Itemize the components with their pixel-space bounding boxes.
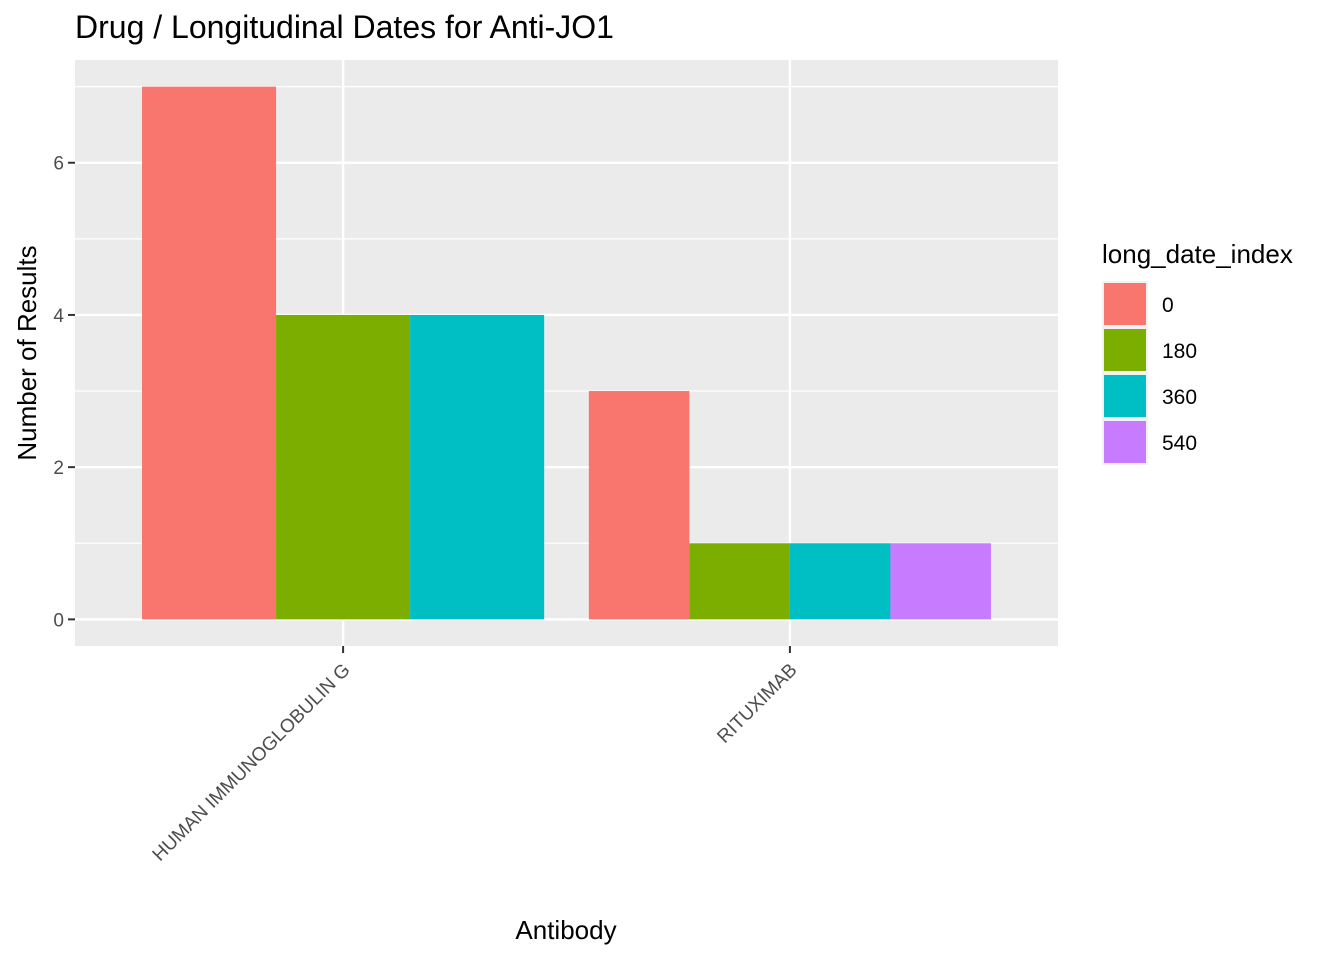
bar — [689, 543, 790, 619]
legend: long_date_index 0 180 360 540 — [1102, 239, 1293, 465]
bar — [276, 315, 410, 619]
x-axis-title: Antibody — [515, 915, 616, 945]
x-tick-label: HUMAN IMMUNOGLOBULIN G — [149, 660, 355, 866]
y-tick-label: 4 — [53, 306, 64, 327]
bar — [589, 391, 690, 619]
y-tick-label: 6 — [53, 154, 64, 175]
legend-label: 0 — [1162, 294, 1174, 317]
bar — [410, 315, 544, 619]
legend-label: 360 — [1162, 386, 1197, 409]
x-tick-label: RITUXIMAB — [713, 660, 801, 748]
legend-label: 540 — [1162, 432, 1197, 455]
legend-label: 180 — [1162, 340, 1197, 363]
legend-swatch — [1104, 329, 1146, 371]
legend-swatch — [1104, 375, 1146, 417]
x-axis: HUMAN IMMUNOGLOBULIN G RITUXIMAB — [149, 646, 802, 866]
chart-title: Drug / Longitudinal Dates for Anti-JO1 — [75, 9, 614, 45]
bar — [790, 543, 891, 619]
legend-title: long_date_index — [1102, 239, 1293, 269]
legend-swatch — [1104, 421, 1146, 463]
y-axis-title: Number of Results — [12, 245, 42, 460]
y-tick-label: 2 — [53, 458, 64, 479]
bar — [890, 543, 991, 619]
y-tick-label: 0 — [53, 610, 64, 631]
y-axis: 0 2 4 6 — [53, 154, 75, 632]
bar — [142, 87, 276, 620]
legend-swatch — [1104, 283, 1146, 325]
